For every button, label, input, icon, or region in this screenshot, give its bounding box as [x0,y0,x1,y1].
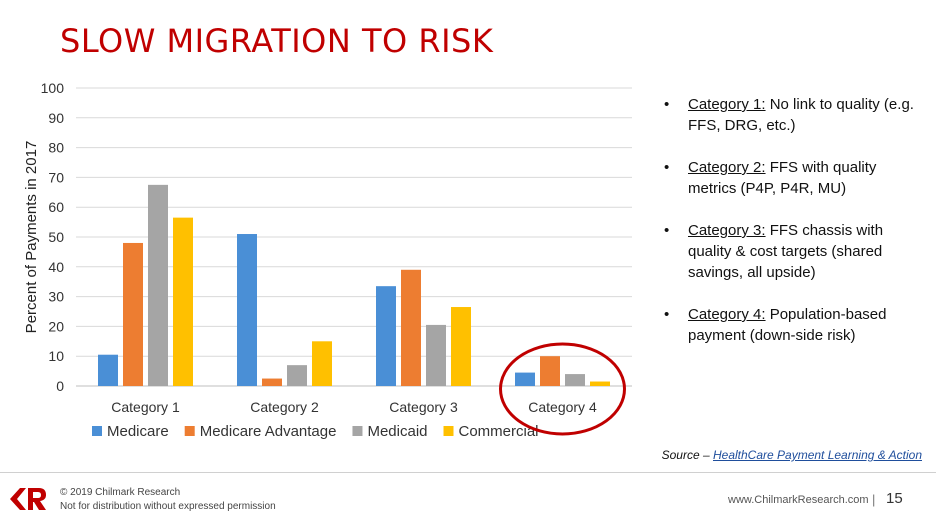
bullet-dot: • [664,96,670,113]
y-tick-label: 80 [48,140,64,156]
legend-label: Commercial [459,423,539,440]
bullet-category-4: • Category 4: Population-based payment (… [664,304,926,346]
bullet-category-1: • Category 1: No link to quality (e.g. F… [664,94,926,136]
y-tick-label: 90 [48,110,64,126]
y-tick-label: 40 [48,259,64,275]
y-axis-ticks: 0 10 20 30 40 50 60 70 80 90 100 [41,80,65,394]
category-4-highlight-circle [499,342,626,436]
footer-divider [0,472,936,473]
bar-medicaid [565,374,585,386]
bullet-title: Category 2: [688,159,766,176]
y-axis-label: Percent of Payments in 2017 [23,141,40,334]
bullet-category-3: • Category 3: FFS chassis with quality &… [664,220,926,283]
bar-commercial [312,341,332,386]
bullet-dot: • [664,159,670,176]
bars [98,184,610,386]
legend-label: Medicare Advantage [200,423,337,440]
chilmark-logo-icon [10,488,46,510]
bar-medicare [515,372,535,386]
y-tick-label: 60 [48,199,64,215]
distribution-notice: Not for distribution without expressed p… [60,501,276,512]
y-tick-label: 70 [48,169,64,185]
legend-swatch [184,426,195,436]
bullet-text: FFS with quality metrics (P4P, P4R, MU) [688,159,877,197]
legend: Medicare Medicare Advantage Medicaid Commer… [92,423,539,440]
legend-swatch [443,426,454,436]
source-citation: Source – HealthCare Payment Learning & A… [662,448,922,462]
bullet-dot: • [664,306,670,323]
x-category-label: Category 4 [528,399,597,415]
bullet-text: FFS chassis with quality & cost targets … [688,222,884,281]
legend-swatch [352,426,363,436]
bullet-text: Population-based payment (down-side risk… [688,306,887,344]
bullet-title: Category 4: [688,306,766,323]
y-tick-label: 20 [48,318,64,334]
legend-label: Medicaid [367,423,427,440]
bar-commercial [173,217,193,386]
bar-medicare [376,286,396,386]
page-number: 15 [886,490,903,507]
bullet-title: Category 3: [688,222,766,239]
x-category-label: Category 1 [111,399,180,415]
bar-medicaid [287,365,307,386]
source-prefix: Source – [661,448,713,462]
bar-medicare-advantage [262,378,282,386]
footer-copyright-block: © 2019 Chilmark Research Not for distrib… [60,486,276,514]
y-tick-label: 100 [41,80,65,96]
y-tick-label: 0 [56,378,64,394]
x-axis-categories: Category 1 Category 2 Category 3 Category 4 [111,399,597,415]
y-tick-label: 30 [48,289,64,305]
bar-commercial [451,307,471,386]
bar-medicaid [148,184,168,386]
x-category-label: Category 3 [389,399,458,415]
y-tick-label: 10 [48,348,64,364]
bar-medicare [237,234,257,386]
bar-medicare-advantage [123,242,143,386]
y-tick-label: 50 [48,229,64,245]
bar-medicare-advantage [401,269,421,386]
x-category-label: Category 2 [250,399,319,415]
gridlines [76,87,632,387]
bullet-text: No link to quality (e.g. FFS, DRG, etc.) [688,96,914,134]
bar-medicare [98,354,118,386]
category-definitions-list: • Category 1: No link to quality (e.g. F… [664,94,926,367]
copyright-text: © 2019 Chilmark Research [60,487,181,498]
footer-separator: | [872,492,876,507]
slide-title: SLOW MIGRATION TO RISK [60,22,494,60]
bar-commercial [590,381,610,386]
source-link[interactable]: HealthCare Payment Learning & Action [712,448,922,462]
bar-medicare-advantage [540,356,560,386]
bullet-category-2: • Category 2: FFS with quality metrics (… [664,157,926,199]
bullet-title: Category 1: [688,96,766,113]
legend-swatch [92,426,102,436]
footer-website[interactable]: www.ChilmarkResearch.com [728,494,869,506]
bar-medicaid [426,324,446,386]
bullet-dot: • [664,222,670,239]
legend-label: Medicare [107,423,169,440]
